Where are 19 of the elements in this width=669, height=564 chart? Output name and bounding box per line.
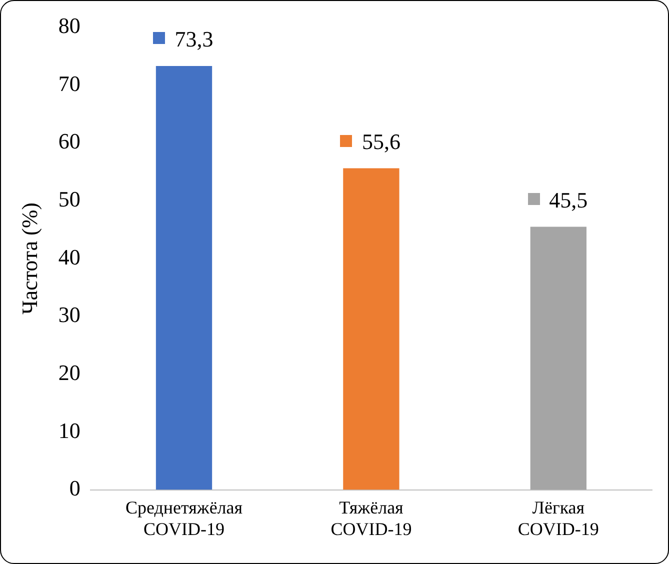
- y-tick-label: 30: [58, 302, 80, 328]
- y-tick-label: 40: [58, 244, 80, 270]
- y-tick-label: 20: [58, 360, 80, 385]
- data-label: 73,3: [174, 26, 214, 52]
- y-tick-label: 80: [58, 12, 80, 38]
- bar: [530, 226, 586, 490]
- bar: [343, 168, 400, 490]
- x-tick-label: Тяжёлая COVID-19: [330, 497, 412, 539]
- y-tick-label: 60: [58, 128, 80, 154]
- x-tick-label: Среднетяжёлая COVID-19: [125, 497, 243, 539]
- y-tick-label: 0: [69, 476, 80, 501]
- data-label: 55,6: [362, 129, 400, 154]
- x-tick-label: Лёгкая COVID-19: [518, 497, 599, 539]
- y-axis-title: Частота (%): [16, 202, 42, 314]
- data-label: 45,5: [549, 187, 588, 212]
- y-tick-label: 10: [58, 418, 80, 443]
- y-tick-label: 70: [58, 70, 80, 96]
- bar: [156, 66, 212, 490]
- y-tick-label: 50: [58, 186, 80, 212]
